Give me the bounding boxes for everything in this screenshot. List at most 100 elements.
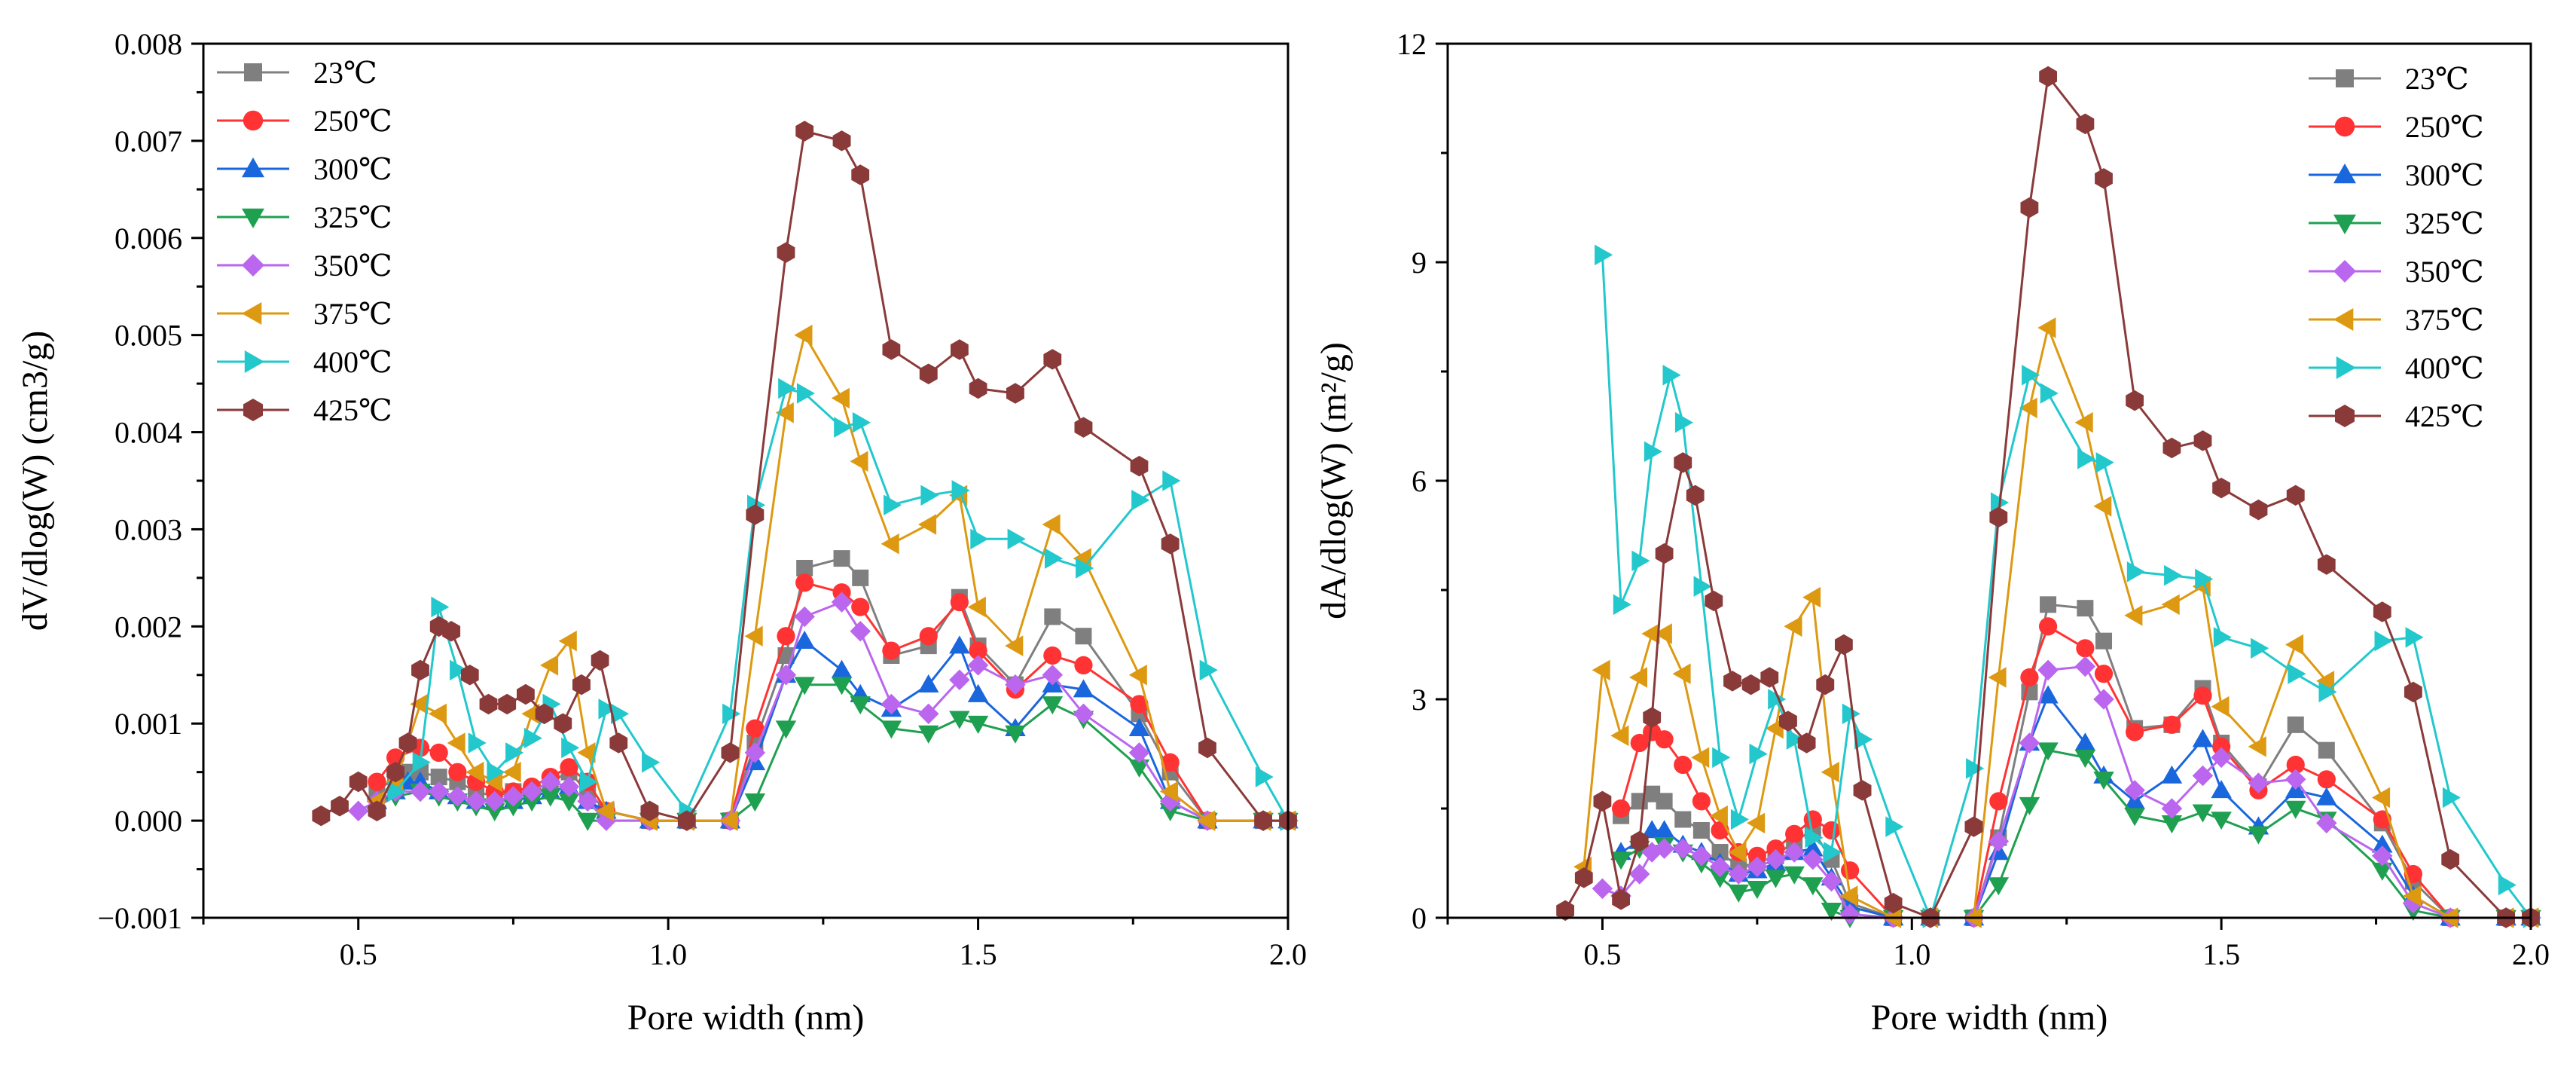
data-point: [2248, 736, 2266, 757]
data-point: [850, 451, 868, 472]
data-point: [970, 528, 989, 550]
y-tick-label: 0.004: [114, 416, 182, 450]
data-point: [721, 742, 740, 763]
data-point: [2161, 765, 2183, 784]
legend-item: 375℃: [2309, 303, 2484, 337]
data-point: [1779, 711, 1797, 732]
data-point: [1655, 730, 1674, 749]
legend-label: 23℃: [2405, 62, 2469, 96]
data-point: [2037, 659, 2059, 681]
series-8: [1556, 66, 2540, 928]
data-point: [1749, 743, 1768, 765]
legend-item: 375℃: [217, 297, 392, 331]
data-point: [579, 771, 598, 793]
data-point: [1613, 594, 1631, 616]
data-point: [558, 630, 577, 652]
data-point: [447, 786, 469, 807]
data-point: [1803, 810, 1822, 829]
data-point: [1653, 623, 1672, 644]
data-point: [2285, 800, 2306, 819]
data-point: [2211, 747, 2232, 769]
data-point: [598, 699, 617, 720]
data-point: [2161, 815, 2183, 834]
data-point: [949, 635, 970, 654]
data-point: [2195, 568, 2214, 590]
data-point: [484, 802, 505, 821]
data-point: [2316, 787, 2337, 806]
data-point: [777, 627, 795, 646]
legend: 23℃ 250℃ 300℃ 325℃ 350℃ 375℃ 400℃ 425℃: [217, 56, 392, 427]
data-point: [1802, 586, 1821, 608]
data-point: [831, 387, 850, 409]
data-point: [796, 560, 813, 576]
data-point: [832, 130, 851, 151]
data-point: [1556, 900, 1574, 922]
data-point: [412, 752, 431, 773]
data-point: [1805, 827, 1824, 848]
data-point: [596, 800, 615, 821]
data-point: [918, 703, 939, 725]
data-point: [2093, 496, 2112, 517]
data-point: [1074, 656, 1093, 674]
data-point: [1711, 844, 1729, 861]
data-point: [1693, 576, 1712, 597]
y-tick-label: 0.007: [114, 124, 182, 158]
legend-label: 350℃: [313, 249, 392, 283]
data-point: [505, 742, 524, 763]
data-point: [1128, 665, 1147, 686]
data-point: [2374, 630, 2393, 652]
legend-marker: [244, 63, 262, 81]
data-point: [429, 743, 448, 762]
data-point: [2161, 594, 2180, 616]
data-point: [920, 485, 939, 506]
legend-label: 400℃: [313, 345, 392, 379]
data-point: [554, 713, 572, 734]
chart-panel-1: 0.5 1.0 1.5 2.0 −0.001 0.000 0.001 0.002 0.003 0.…: [15, 27, 1307, 1038]
data-point: [1691, 845, 1712, 867]
data-point: [1884, 892, 1903, 914]
data-point: [428, 781, 450, 802]
data-point: [1631, 550, 1650, 572]
data-point: [1042, 665, 1064, 686]
data-point: [398, 732, 417, 754]
legend-item: 325℃: [217, 200, 392, 234]
data-point: [2192, 729, 2214, 747]
data-point: [2372, 862, 2393, 881]
data-point: [851, 598, 870, 616]
data-point: [1765, 870, 1787, 888]
data-point: [775, 665, 797, 686]
data-point: [918, 725, 939, 744]
plot-area: [312, 121, 1299, 831]
data-point: [1043, 349, 1062, 370]
legend-marker: [243, 399, 263, 421]
data-point: [1653, 838, 1675, 859]
data-point: [1712, 747, 1731, 769]
data-point: [468, 732, 487, 754]
data-point: [1199, 659, 1218, 681]
data-point: [540, 771, 561, 793]
x-tick-label: 2.0: [2512, 937, 2550, 971]
y-tick-label: 0.006: [114, 222, 182, 255]
data-point: [850, 696, 871, 715]
data-point: [2285, 634, 2304, 656]
data-point: [967, 683, 989, 702]
data-point: [1674, 452, 1692, 473]
data-point: [918, 674, 939, 692]
data-point: [1728, 884, 1749, 903]
data-point: [1705, 590, 1723, 612]
legend-marker: [242, 254, 264, 277]
data-point: [521, 793, 542, 812]
data-point: [2316, 812, 2337, 834]
data-point: [2019, 796, 2040, 815]
data-point: [2093, 772, 2114, 790]
data-point: [2074, 750, 2096, 769]
data-point: [796, 383, 815, 404]
data-point: [2498, 874, 2516, 896]
data-point: [2192, 804, 2214, 823]
legend-marker: [2334, 116, 2355, 137]
data-point: [2095, 452, 2114, 473]
legend-marker: [242, 302, 262, 325]
data-point: [2286, 755, 2305, 775]
data-point: [775, 720, 797, 739]
data-point: [794, 606, 815, 628]
